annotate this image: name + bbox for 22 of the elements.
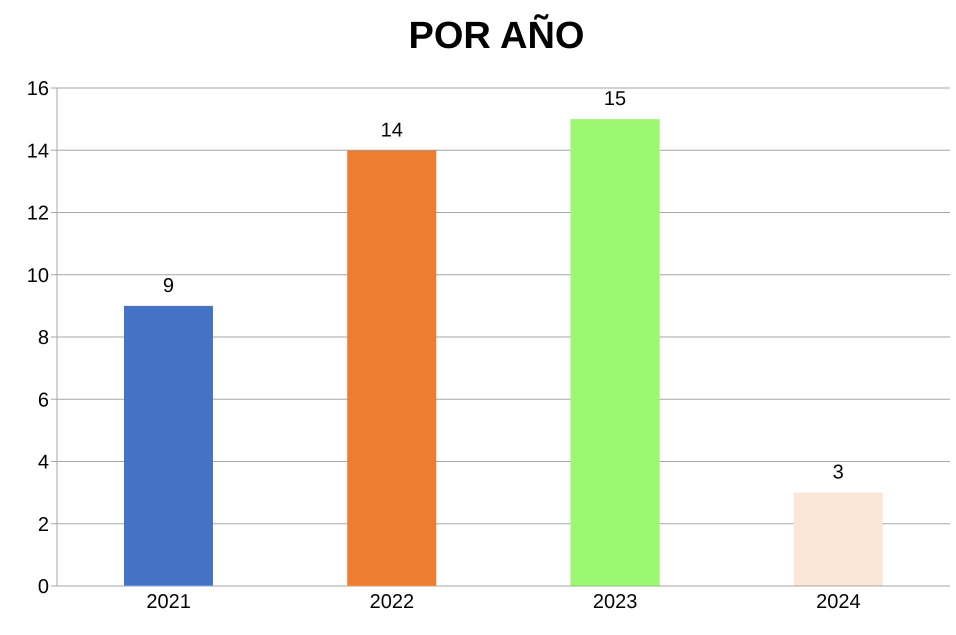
- data-label: 3: [832, 462, 844, 484]
- y-tick-label: 4: [38, 452, 49, 474]
- bar: [347, 150, 436, 586]
- x-tick-label: 2024: [816, 591, 861, 614]
- y-tick-label: 0: [38, 576, 49, 598]
- bar: [570, 119, 660, 586]
- x-tick-label: 2021: [146, 591, 191, 614]
- data-label: 9: [162, 274, 174, 297]
- x-tick-label: 2022: [370, 591, 414, 614]
- bar: [124, 306, 213, 586]
- y-tick-label: 12: [26, 202, 49, 225]
- y-tick-label: 10: [26, 264, 49, 287]
- y-tick-label: 14: [26, 140, 49, 162]
- bar: [794, 492, 883, 586]
- data-label: 15: [604, 88, 626, 110]
- data-label: 14: [380, 119, 403, 142]
- y-tick-label: 16: [26, 78, 49, 100]
- y-tick-label: 8: [38, 327, 49, 350]
- y-tick-label: 6: [38, 389, 49, 412]
- chart-title: POR AÑO: [408, 13, 586, 59]
- y-tick-label: 2: [38, 514, 49, 536]
- x-tick-label: 2023: [592, 591, 638, 614]
